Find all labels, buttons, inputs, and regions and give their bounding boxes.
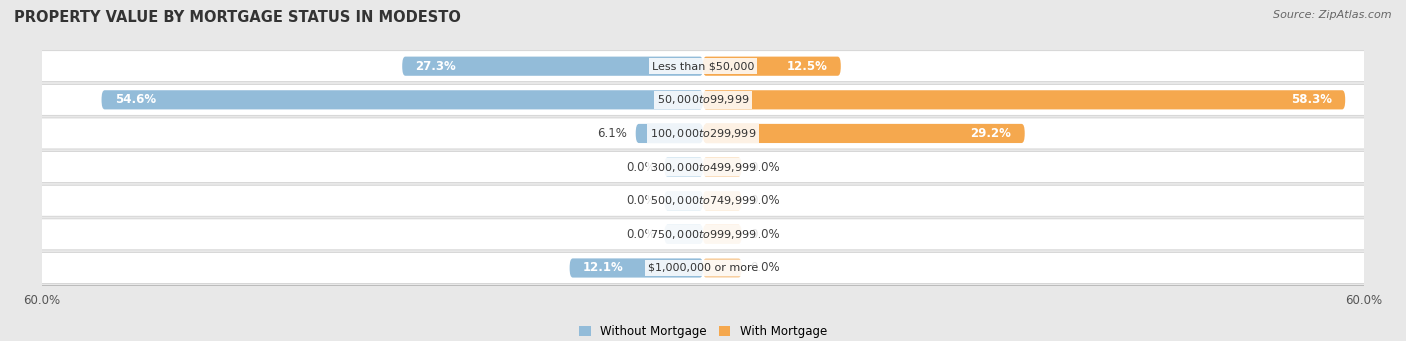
Text: Less than $50,000: Less than $50,000	[652, 61, 754, 71]
FancyBboxPatch shape	[703, 225, 741, 244]
FancyBboxPatch shape	[665, 225, 703, 244]
FancyBboxPatch shape	[101, 90, 703, 109]
Text: Source: ZipAtlas.com: Source: ZipAtlas.com	[1274, 10, 1392, 20]
Text: 29.2%: 29.2%	[970, 127, 1011, 140]
FancyBboxPatch shape	[703, 90, 1346, 109]
FancyBboxPatch shape	[31, 84, 1375, 115]
Text: $100,000 to $299,999: $100,000 to $299,999	[650, 127, 756, 140]
Text: 0.0%: 0.0%	[751, 228, 780, 241]
Text: 27.3%: 27.3%	[416, 60, 457, 73]
Text: $300,000 to $499,999: $300,000 to $499,999	[650, 161, 756, 174]
Text: $50,000 to $99,999: $50,000 to $99,999	[657, 93, 749, 106]
Text: 58.3%: 58.3%	[1291, 93, 1331, 106]
FancyBboxPatch shape	[703, 57, 841, 76]
Text: $1,000,000 or more: $1,000,000 or more	[648, 263, 758, 273]
Text: 0.0%: 0.0%	[751, 194, 780, 207]
FancyBboxPatch shape	[703, 258, 741, 278]
FancyBboxPatch shape	[31, 118, 1375, 149]
FancyBboxPatch shape	[703, 124, 1025, 143]
FancyBboxPatch shape	[31, 219, 1375, 250]
FancyBboxPatch shape	[569, 258, 703, 278]
Text: 12.1%: 12.1%	[583, 262, 624, 275]
Text: 12.5%: 12.5%	[786, 60, 828, 73]
Text: $750,000 to $999,999: $750,000 to $999,999	[650, 228, 756, 241]
FancyBboxPatch shape	[636, 124, 703, 143]
FancyBboxPatch shape	[31, 253, 1375, 283]
FancyBboxPatch shape	[31, 152, 1375, 182]
Text: $500,000 to $749,999: $500,000 to $749,999	[650, 194, 756, 207]
Text: PROPERTY VALUE BY MORTGAGE STATUS IN MODESTO: PROPERTY VALUE BY MORTGAGE STATUS IN MOD…	[14, 10, 461, 25]
FancyBboxPatch shape	[31, 51, 1375, 81]
Legend: Without Mortgage, With Mortgage: Without Mortgage, With Mortgage	[579, 325, 827, 338]
Text: 6.1%: 6.1%	[598, 127, 627, 140]
FancyBboxPatch shape	[703, 191, 741, 210]
FancyBboxPatch shape	[703, 158, 741, 177]
Text: 0.0%: 0.0%	[626, 161, 655, 174]
FancyBboxPatch shape	[402, 57, 703, 76]
Text: 0.0%: 0.0%	[626, 194, 655, 207]
Text: 0.0%: 0.0%	[751, 262, 780, 275]
FancyBboxPatch shape	[665, 158, 703, 177]
Text: 0.0%: 0.0%	[626, 228, 655, 241]
FancyBboxPatch shape	[665, 191, 703, 210]
FancyBboxPatch shape	[31, 185, 1375, 216]
Text: 54.6%: 54.6%	[115, 93, 156, 106]
Text: 0.0%: 0.0%	[751, 161, 780, 174]
